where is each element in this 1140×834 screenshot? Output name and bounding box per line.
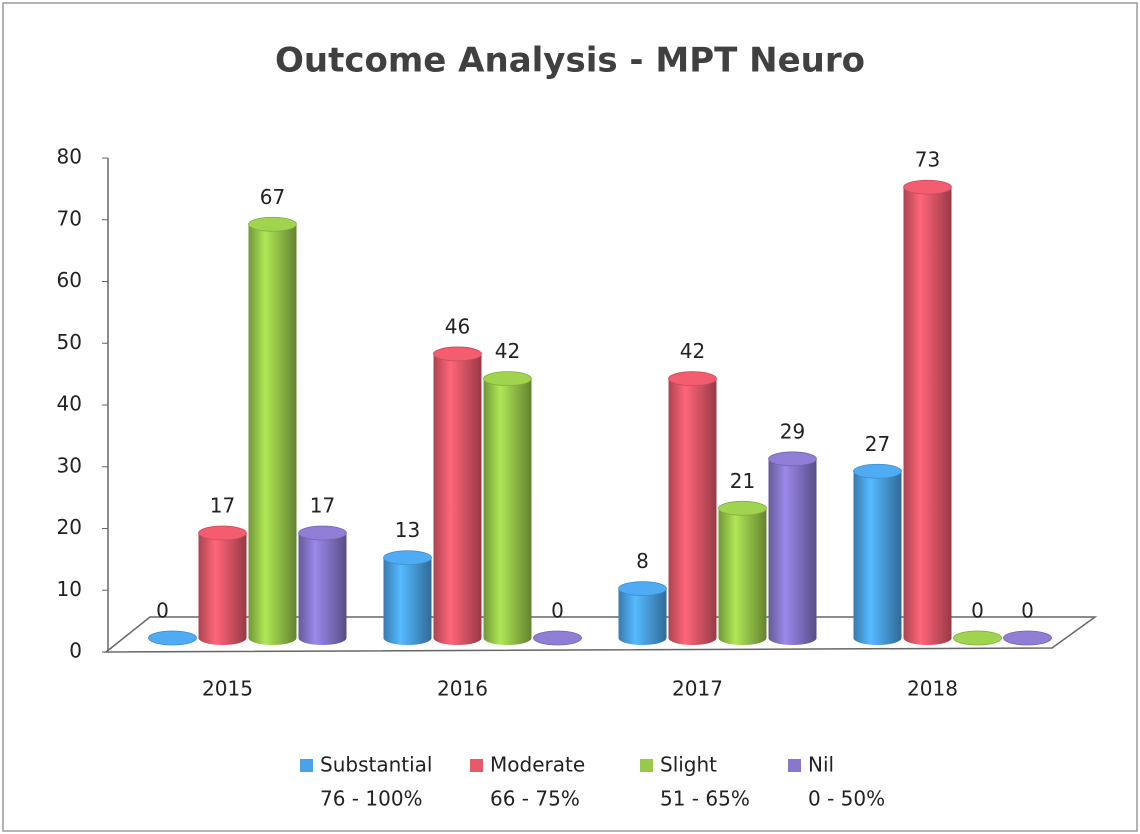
cylinder-top xyxy=(668,371,717,387)
bar xyxy=(718,500,767,645)
legend-range: 66 - 75% xyxy=(490,787,580,811)
y-tick-label: 80 xyxy=(57,145,82,169)
cylinder-top xyxy=(148,630,197,646)
data-label: 17 xyxy=(210,494,235,518)
cylinder-top xyxy=(433,346,482,362)
legend-range: 51 - 65% xyxy=(660,787,750,811)
data-label: 0 xyxy=(971,599,984,623)
cylinder-body xyxy=(903,187,952,645)
data-label: 13 xyxy=(395,518,420,542)
data-label: 0 xyxy=(551,599,564,623)
bar xyxy=(298,525,347,645)
x-tick-label: 2016 xyxy=(437,677,488,701)
x-tick-label: 2015 xyxy=(202,677,253,701)
data-label: 29 xyxy=(780,419,805,443)
y-tick-label: 0 xyxy=(69,639,82,663)
cylinder-top xyxy=(618,581,667,596)
y-tick-label: 40 xyxy=(57,392,82,416)
cylinder-top xyxy=(903,179,952,195)
cylinder-top xyxy=(298,525,347,541)
data-label: 0 xyxy=(1021,599,1034,623)
cylinder-top xyxy=(768,451,817,467)
legend-swatch xyxy=(788,759,801,772)
legend-label: Moderate xyxy=(490,753,585,777)
legend-swatch xyxy=(300,759,313,772)
bar xyxy=(618,581,667,645)
y-tick-label: 10 xyxy=(57,577,82,601)
y-tick-label: 70 xyxy=(57,206,82,230)
cylinder-top xyxy=(198,525,247,541)
floor xyxy=(103,616,1098,653)
data-label: 21 xyxy=(730,469,755,493)
bar xyxy=(668,371,717,645)
legend-range: 76 - 100% xyxy=(320,787,423,811)
y-tick-label: 30 xyxy=(57,453,82,477)
cylinder-body xyxy=(618,588,667,645)
cylinder-top xyxy=(533,630,582,646)
cylinder-top xyxy=(853,463,902,479)
legend-swatch xyxy=(470,759,483,772)
bar xyxy=(1003,630,1052,646)
data-label: 73 xyxy=(915,148,940,172)
bar xyxy=(383,550,432,645)
bar xyxy=(483,371,532,645)
legend-label: Slight xyxy=(660,753,717,777)
data-label: 17 xyxy=(310,494,335,518)
bar xyxy=(198,525,247,645)
bar xyxy=(768,451,817,645)
data-label: 27 xyxy=(865,432,890,456)
cylinder-body xyxy=(248,224,297,645)
bar xyxy=(148,630,197,646)
data-label: 0 xyxy=(156,599,169,623)
bar xyxy=(853,463,902,645)
bar xyxy=(533,630,582,646)
chart-title: Outcome Analysis - MPT Neuro xyxy=(275,41,865,81)
legend-label: Nil xyxy=(808,753,834,777)
cylinder-body xyxy=(433,353,482,645)
bar xyxy=(953,630,1002,646)
cylinder-body xyxy=(768,458,817,645)
cylinder-body xyxy=(383,557,432,645)
legend-swatch xyxy=(640,759,653,772)
cylinder-body xyxy=(668,378,717,645)
cylinder-top xyxy=(383,550,432,566)
cylinder-top xyxy=(953,630,1002,646)
cylinder-body xyxy=(718,508,767,645)
cylinder-top xyxy=(718,500,767,516)
bar xyxy=(248,216,297,645)
cylinder-top xyxy=(1003,630,1052,646)
data-label: 42 xyxy=(680,339,705,363)
bar xyxy=(903,179,952,645)
x-tick-label: 2018 xyxy=(907,677,958,701)
data-label: 46 xyxy=(445,314,470,338)
cylinder-top xyxy=(483,371,532,387)
data-label: 42 xyxy=(495,339,520,363)
x-tick-label: 2017 xyxy=(672,677,723,701)
cylinder-body xyxy=(298,533,347,645)
cylinder-body xyxy=(483,378,532,645)
legend-range: 0 - 50% xyxy=(808,787,885,811)
cylinder-body xyxy=(853,471,902,645)
y-tick-label: 50 xyxy=(57,330,82,354)
y-tick-label: 60 xyxy=(57,268,82,292)
data-label: 8 xyxy=(636,549,649,573)
cylinder-body xyxy=(198,533,247,645)
legend-label: Substantial xyxy=(320,753,432,777)
cylinder-top xyxy=(248,216,297,232)
data-label: 67 xyxy=(260,185,285,209)
bar xyxy=(433,346,482,645)
y-tick-label: 20 xyxy=(57,515,82,539)
